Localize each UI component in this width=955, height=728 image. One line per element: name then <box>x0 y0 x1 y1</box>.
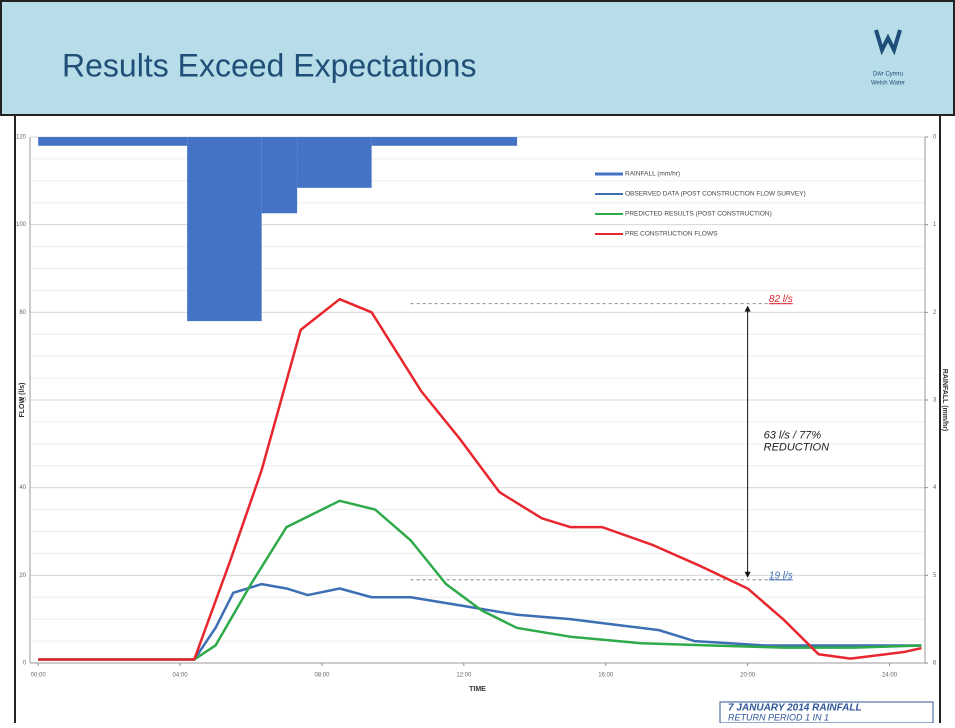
rainfall-bar <box>261 137 298 214</box>
annotation: REDUCTION <box>764 442 829 454</box>
y-tick-label: 60 <box>19 398 26 404</box>
y-tick-label: 0 <box>23 661 27 667</box>
rainfall-bar <box>371 137 518 146</box>
rainfall-bar <box>187 137 262 322</box>
x-tick-label: 24:00 <box>882 673 898 679</box>
slide-title: Results Exceed Expectations <box>62 47 476 83</box>
chart: 0 20 40 60 80 100 120 0 1 2 3 4 5 6 00:00 04:00 08:00 12:… <box>16 135 948 724</box>
x-tick-label: 08:00 <box>314 673 330 679</box>
y2-axis-label: RAINFALL (mm/hr) <box>941 369 948 431</box>
logo-text: Welsh Water <box>871 81 905 87</box>
logo-mark <box>874 29 902 56</box>
y-tick-label: 40 <box>19 485 26 491</box>
y-tick-label: 20 <box>19 573 26 579</box>
series-line <box>38 582 922 661</box>
y-tick-label: 80 <box>19 310 26 316</box>
y-axis-label: FLOW (l/s) <box>19 383 26 418</box>
y-tick-label: 120 <box>16 135 27 141</box>
logo: Dŵr Cymru Welsh Water <box>871 29 905 87</box>
reference-label: 82 l/s <box>769 294 793 305</box>
reference-label: 19 l/s <box>769 570 793 581</box>
series-line <box>38 499 922 661</box>
header-band <box>0 0 955 116</box>
legend-label: PREDICTED RESULTS (POST CONSTRUCTION) <box>625 211 772 218</box>
legend-label: RAINFALL (mm/hr) <box>625 171 680 178</box>
rainfall-bar <box>38 137 188 146</box>
y2-tick-label: 6 <box>933 661 937 667</box>
x-tick-label: 20:00 <box>740 673 756 679</box>
y2-tick-label: 0 <box>933 135 937 141</box>
y2-tick-label: 3 <box>933 398 937 404</box>
caption: RETURN PERIOD 1 IN 1 <box>728 712 829 722</box>
annotation: 63 l/s / 77% <box>764 430 822 442</box>
arrow-head <box>744 571 751 578</box>
legend-label: OBSERVED DATA (POST CONSTRUCTION FLOW SU… <box>625 191 806 198</box>
caption: 7 JANUARY 2014 RAINFALL <box>728 703 862 714</box>
y2-tick-label: 1 <box>933 222 937 228</box>
arrow-head <box>744 305 751 312</box>
series-line <box>38 297 922 661</box>
rainfall-bar <box>297 137 372 188</box>
x-axis-label: TIME <box>469 686 486 693</box>
logo-text: Dŵr Cymru <box>873 72 903 78</box>
x-tick-label: 16:00 <box>598 673 614 679</box>
legend-label: PRE CONSTRUCTION FLOWS <box>625 231 718 238</box>
y2-tick-label: 4 <box>933 485 937 491</box>
x-tick-label: 12:00 <box>456 673 472 679</box>
x-tick-label: 00:00 <box>31 673 47 679</box>
y-tick-label: 100 <box>16 222 27 228</box>
y2-tick-label: 2 <box>933 310 937 316</box>
x-tick-label: 04:00 <box>173 673 189 679</box>
y2-tick-label: 5 <box>933 573 937 579</box>
